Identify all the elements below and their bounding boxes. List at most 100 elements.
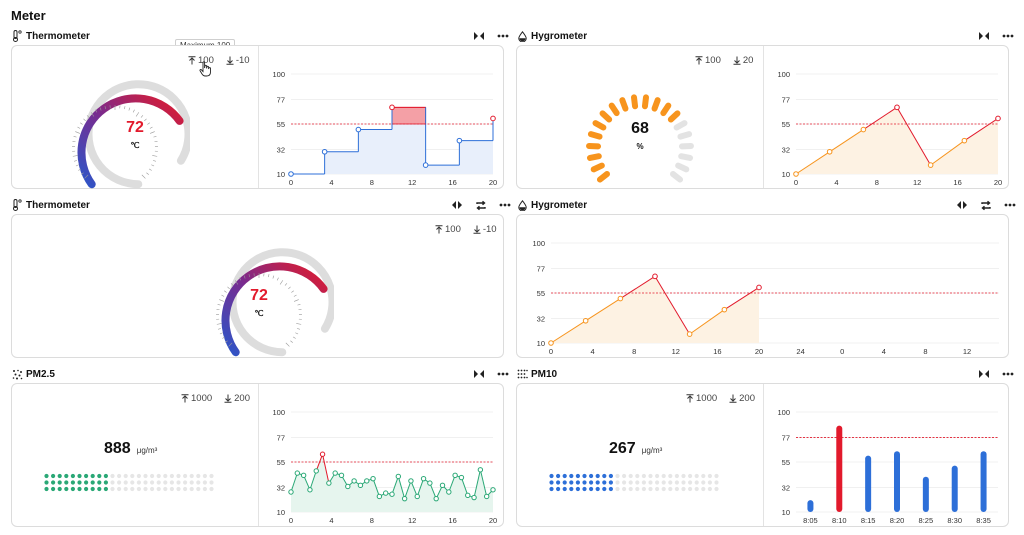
meter-dot <box>156 473 161 479</box>
more-icon[interactable] <box>496 30 510 42</box>
pm10-controls <box>977 368 1015 380</box>
gauge-tick <box>272 275 275 279</box>
expand-icon[interactable] <box>450 199 464 211</box>
gauge-tick <box>219 332 223 335</box>
collapse-icon[interactable] <box>472 30 486 42</box>
more-icon[interactable] <box>1003 199 1017 211</box>
series-line <box>309 470 317 490</box>
x-tick-label: 0 <box>289 516 293 525</box>
gauge-tick <box>234 280 239 285</box>
min-limit[interactable]: 20 <box>733 55 753 66</box>
data-point <box>364 478 370 484</box>
gauge-segment <box>678 153 694 161</box>
max-limit[interactable]: 100 <box>435 224 461 235</box>
max-limit[interactable]: 100 <box>188 55 214 66</box>
meter-dot <box>196 480 201 485</box>
data-point <box>490 115 496 122</box>
meter-dot <box>622 486 627 492</box>
max-limit[interactable]: 1000 <box>686 393 717 404</box>
gauge-ticks <box>72 105 158 179</box>
meter-dot <box>674 473 679 479</box>
x-tick-label: 4 <box>882 347 886 356</box>
data-point <box>582 317 589 324</box>
collapse-icon[interactable] <box>977 30 991 42</box>
min-limit[interactable]: 200 <box>729 393 755 404</box>
x-tick-label: 8:20 <box>890 516 905 525</box>
y-tick-label: 32 <box>277 146 285 155</box>
meter-dot <box>110 480 115 485</box>
data-point <box>458 474 465 481</box>
more-icon[interactable] <box>498 199 512 211</box>
meter-dot <box>123 480 128 485</box>
expand-icon[interactable] <box>955 199 969 211</box>
y-tick-label: 32 <box>277 484 285 493</box>
gauge-tick <box>153 136 157 138</box>
meter-dot <box>169 473 174 479</box>
x-tick-label: 8:30 <box>947 516 962 525</box>
meter-dot <box>77 486 82 492</box>
data-point <box>332 470 338 476</box>
meter-dot <box>130 486 135 492</box>
series-line <box>479 469 488 497</box>
data-point <box>793 171 799 177</box>
meter-dot <box>707 473 712 479</box>
series-line <box>416 478 425 497</box>
data-point <box>351 478 357 484</box>
series-line <box>429 482 437 499</box>
collapse-icon[interactable] <box>472 368 486 380</box>
min-limit[interactable]: 200 <box>224 393 250 404</box>
more-icon[interactable] <box>496 368 510 380</box>
meter-dot <box>582 473 587 479</box>
data-point <box>490 487 496 493</box>
data-point <box>446 489 452 495</box>
min-limit[interactable]: -10 <box>226 55 250 66</box>
series-line <box>829 129 864 153</box>
meter-dot <box>641 486 646 492</box>
series-line <box>863 106 898 130</box>
y-tick-label: 10 <box>537 339 545 348</box>
y-tick-label: 55 <box>537 289 545 298</box>
data-point <box>420 475 427 482</box>
hygro1-title: Hygrometer <box>531 30 588 42</box>
more-icon[interactable] <box>1001 368 1015 380</box>
refresh-icon[interactable] <box>979 199 993 211</box>
pm10-value: 267 <box>609 440 636 457</box>
x-tick-label: 16 <box>953 178 961 187</box>
meter-dot <box>176 486 181 492</box>
data-point <box>427 480 433 486</box>
max-limit[interactable]: 100 <box>695 55 721 66</box>
meter-dot <box>602 473 607 479</box>
therm1-limits: 100 -10 <box>188 55 250 66</box>
meter-dot <box>143 486 148 492</box>
min-limit[interactable]: -10 <box>473 224 497 235</box>
meter-dot <box>602 486 607 492</box>
series-line <box>550 320 586 344</box>
pm10-dot-meter <box>549 473 719 492</box>
meter-dot <box>196 486 201 492</box>
data-point <box>465 492 471 499</box>
gauge-tick <box>151 164 155 167</box>
data-point <box>721 306 728 313</box>
collapse-icon[interactable] <box>977 368 991 380</box>
hygro1-max: 100 <box>705 55 721 66</box>
refresh-icon[interactable] <box>474 199 488 211</box>
gauge-tick <box>124 106 126 110</box>
meter-dot <box>549 473 554 479</box>
y-tick-label: 32 <box>782 484 790 493</box>
more-icon[interactable] <box>1001 30 1015 42</box>
meter-dot <box>90 480 95 485</box>
meter-dot <box>156 480 161 485</box>
data-point <box>433 495 439 502</box>
x-tick-label: 0 <box>794 178 798 187</box>
meter-dot <box>77 473 82 479</box>
x-tick-label: 12 <box>408 178 416 187</box>
max-limit[interactable]: 1000 <box>181 393 212 404</box>
gauge-segment <box>587 131 603 140</box>
meter-dot <box>183 480 188 485</box>
series-line <box>410 480 418 497</box>
gauge-segment <box>667 110 681 123</box>
meter-dot <box>183 473 188 479</box>
y-tick-label: 100 <box>777 70 790 79</box>
series-line <box>404 480 412 499</box>
gauge-tick <box>132 109 135 113</box>
